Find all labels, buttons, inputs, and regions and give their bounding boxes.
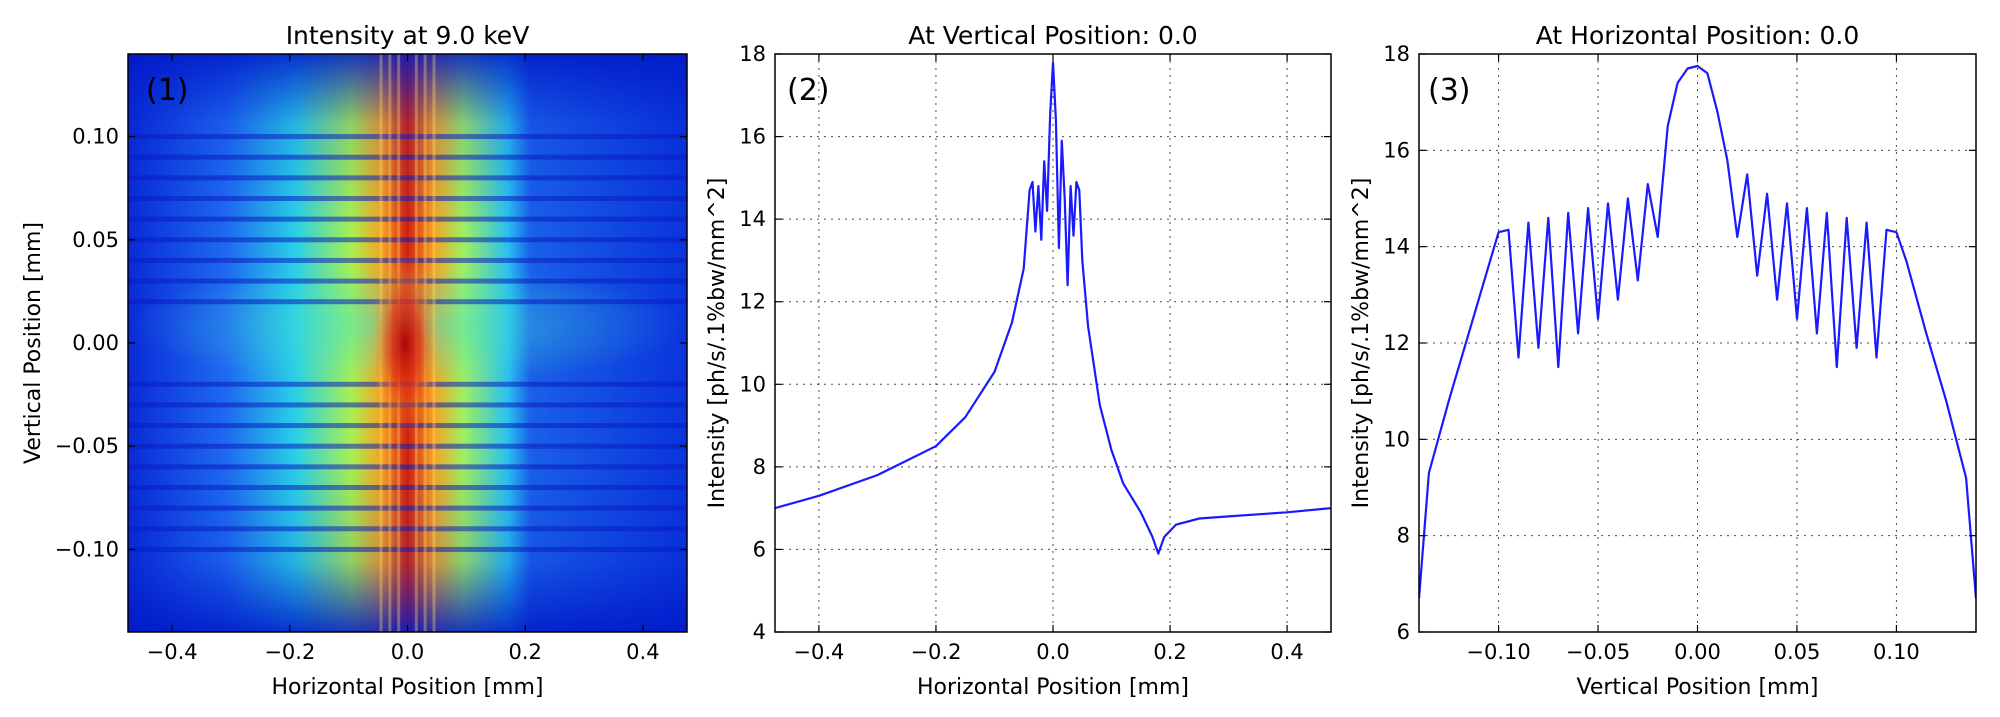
heatmap-dark-band [128, 196, 687, 201]
y-tick-label: 10 [1383, 427, 1410, 451]
x-axis-label: Vertical Position [mm] [1576, 675, 1818, 700]
heatmap-dark-band [128, 175, 687, 181]
heatmap-core [371, 253, 439, 433]
panel-label: (2) [787, 73, 830, 108]
y-tick-label: 18 [1383, 42, 1410, 66]
y-tick-label: 14 [1383, 235, 1410, 259]
heatmap-dark-band [128, 485, 687, 490]
x-tick-label: −0.4 [147, 640, 198, 664]
x-axis-label: Horizontal Position [mm] [271, 675, 543, 700]
grid [1419, 53, 1976, 633]
x-tick-label: 0.00 [1674, 640, 1721, 664]
heatmap-panel: −0.4 −0.2 0.0 0.2 0.4 −0.10 −0.05 0.00 0.05 0.10… [21, 21, 688, 700]
x-tick-label: 0.4 [1270, 640, 1303, 664]
y-tick-label: 8 [753, 455, 766, 479]
x-tick-label: 0.2 [508, 640, 541, 664]
y-tick-label: 0.00 [72, 331, 119, 355]
heatmap-dark-band [128, 134, 687, 140]
panel-label: (3) [1428, 73, 1471, 108]
x-tick-label: −0.05 [1566, 640, 1630, 664]
y-tick-label: 6 [753, 537, 766, 561]
x-tick-label: 0.05 [1774, 640, 1821, 664]
y-tick-label: 8 [1397, 524, 1410, 548]
y-tick-label: 16 [739, 125, 766, 149]
x-tick-label: 0.10 [1873, 640, 1920, 664]
heatmap-dark-band [128, 216, 687, 222]
y-tick-label: 12 [739, 290, 766, 314]
intensity-profile-line [1419, 64, 1976, 599]
y-tick-label: 10 [739, 372, 766, 396]
x-tick-label: 0.2 [1153, 640, 1186, 664]
y-axis-ticks: −0.10 −0.05 0.00 0.05 0.10 [55, 125, 687, 561]
heatmap-dark-band [128, 526, 687, 532]
panel-label: (1) [146, 73, 189, 108]
y-axis-label: Intensity [ph/s/.1%bw/mm^2] [705, 178, 730, 509]
y-axis-label: Vertical Position [mm] [21, 222, 46, 464]
y-tick-label: 18 [739, 42, 766, 66]
grid [775, 53, 1331, 633]
y-tick-label: 4 [753, 620, 766, 644]
y-tick-label: −0.10 [55, 537, 119, 561]
vertical-profile-panel: −0.10 −0.05 0.00 0.05 0.10 6 8 10 12 14 16 18 At H… [1349, 21, 1977, 700]
y-tick-label: 12 [1383, 331, 1410, 355]
chart-title: At Vertical Position: 0.0 [908, 21, 1197, 50]
y-tick-label: 0.10 [72, 125, 119, 149]
x-axis-label: Horizontal Position [mm] [917, 675, 1189, 700]
x-tick-label: −0.2 [910, 640, 961, 664]
y-tick-label: 0.05 [72, 228, 119, 252]
heatmap-dark-band [128, 505, 687, 511]
horizontal-profile-panel: −0.4 −0.2 0.0 0.2 0.4 4 6 8 10 12 14 16 18 At Verti… [705, 21, 1332, 700]
y-tick-label: −0.05 [55, 434, 119, 458]
x-tick-label: −0.4 [793, 640, 844, 664]
y-tick-label: 6 [1397, 620, 1410, 644]
heatmap-dark-band [128, 443, 687, 449]
chart-title: At Horizontal Position: 0.0 [1536, 21, 1859, 50]
x-tick-label: 0.0 [391, 640, 424, 664]
y-axis-label: Intensity [ph/s/.1%bw/mm^2] [1349, 178, 1374, 509]
y-tick-label: 16 [1383, 138, 1410, 162]
x-axis-ticks: −0.4 −0.2 0.0 0.2 0.4 [147, 54, 660, 664]
x-tick-label: −0.2 [264, 640, 315, 664]
heatmap-dark-band [128, 464, 687, 470]
x-axis-ticks: −0.10 −0.05 0.00 0.05 0.10 [1466, 54, 1920, 664]
x-tick-label: 0.4 [626, 640, 659, 664]
heatmap-image [128, 54, 687, 632]
y-axis-ticks: 6 8 10 12 14 16 18 [1383, 42, 1976, 644]
heatmap-dark-band [128, 154, 687, 160]
intensity-profile-line [775, 61, 1331, 555]
x-tick-label: −0.10 [1466, 640, 1530, 664]
y-tick-label: 14 [739, 207, 766, 231]
heatmap-dark-band [128, 546, 687, 552]
chart-title: Intensity at 9.0 keV [286, 21, 530, 50]
x-tick-label: 0.0 [1036, 640, 1069, 664]
heatmap-dark-band [128, 237, 687, 243]
y-axis-ticks: 4 6 8 10 12 14 16 18 [739, 42, 1331, 644]
x-axis-ticks: −0.4 −0.2 0.0 0.2 0.4 [793, 54, 1304, 664]
